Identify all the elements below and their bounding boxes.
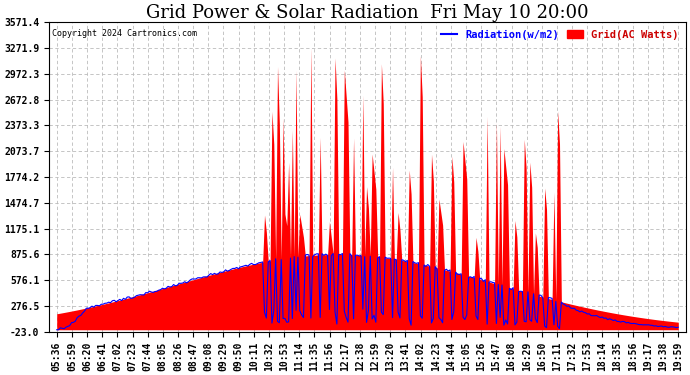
- Title: Grid Power & Solar Radiation  Fri May 10 20:00: Grid Power & Solar Radiation Fri May 10 …: [146, 4, 589, 22]
- Legend: Radiation(w/m2), Grid(AC Watts): Radiation(w/m2), Grid(AC Watts): [437, 26, 682, 44]
- Text: Copyright 2024 Cartronics.com: Copyright 2024 Cartronics.com: [52, 28, 197, 38]
